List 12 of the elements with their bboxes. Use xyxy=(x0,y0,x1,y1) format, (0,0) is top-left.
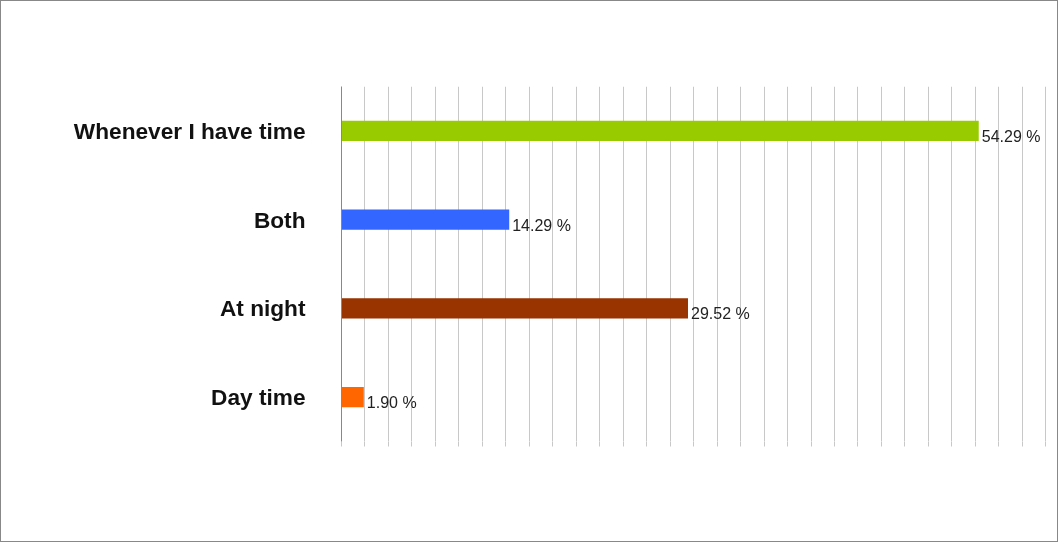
y-tick-label: Whenever I have time xyxy=(73,117,306,144)
data-label: 54.29 % xyxy=(981,127,1041,145)
data-label: 29.52 % xyxy=(691,305,750,323)
y-tick-label: Both xyxy=(253,206,306,233)
data-label: 14.29 % xyxy=(512,216,571,234)
data-label: 1.90 % xyxy=(366,394,417,412)
bar xyxy=(341,298,688,319)
bar xyxy=(341,209,510,230)
y-tick-label: At night xyxy=(219,295,306,322)
bar xyxy=(341,120,979,142)
bar xyxy=(341,386,364,408)
y-tick-label: Day time xyxy=(211,384,306,411)
